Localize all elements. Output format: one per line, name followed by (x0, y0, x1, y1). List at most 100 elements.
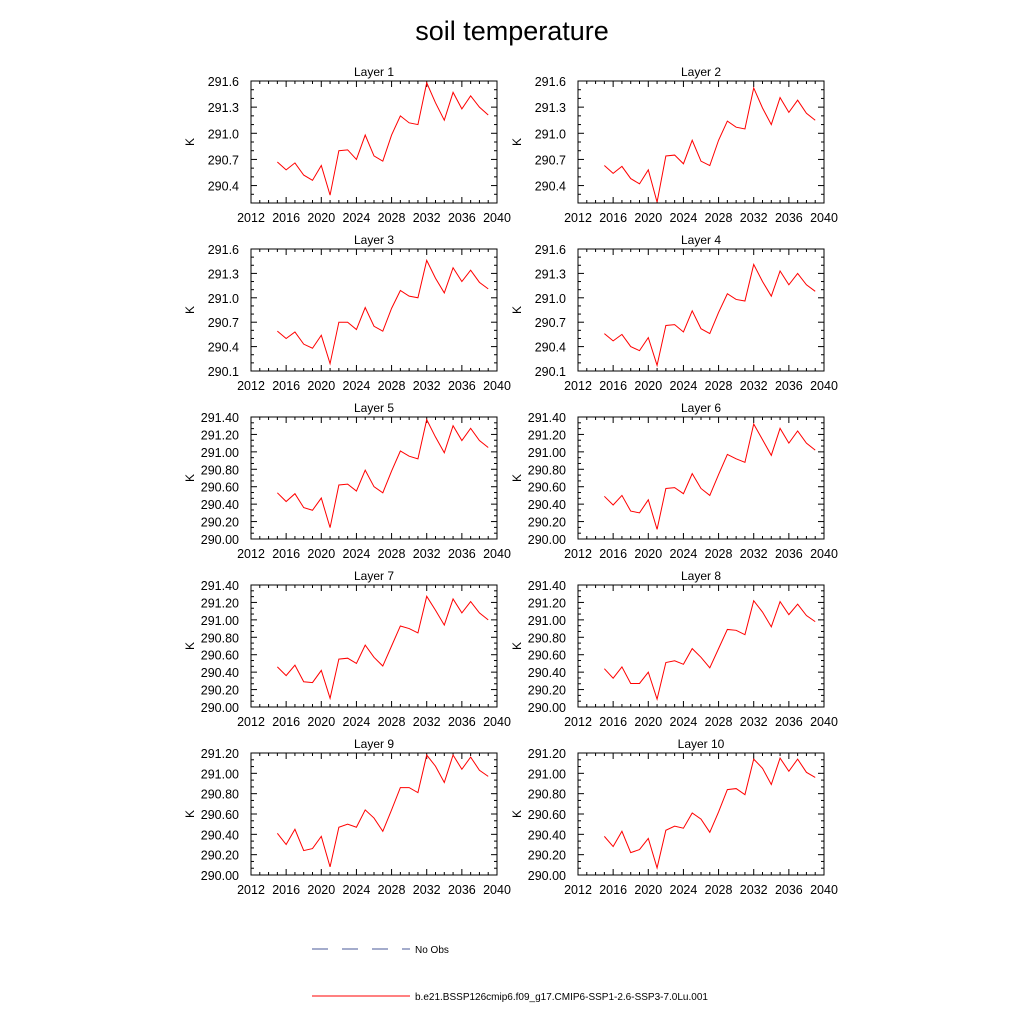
x-tick-label: 2032 (740, 883, 768, 897)
y-tick-label: 290.00 (201, 701, 239, 715)
x-tick-label: 2016 (272, 379, 300, 393)
series-line-layer-4 (604, 263, 816, 368)
y-tick-label: 290.40 (528, 666, 566, 680)
x-tick-label: 2040 (810, 883, 838, 897)
x-tick-label: 2036 (448, 379, 476, 393)
legend-no-obs-label: No Obs (415, 945, 449, 956)
x-tick-label: 2036 (775, 211, 803, 225)
x-tick-label: 2020 (307, 547, 335, 561)
x-tick-label: 2016 (272, 547, 300, 561)
x-tick-label: 2016 (599, 379, 627, 393)
plot-frame-layer-7 (250, 584, 498, 708)
y-tick-label: 291.6 (535, 243, 566, 257)
plot-frame-layer-10 (577, 752, 825, 876)
y-axis-label-layer-3: K (183, 306, 197, 314)
x-tick-label: 2016 (599, 715, 627, 729)
panel-title-layer-2: Layer 2 (681, 65, 721, 79)
x-tick-label: 2040 (483, 379, 511, 393)
x-tick-label: 2036 (448, 715, 476, 729)
panel-layer-10: Layer 10 K 2012 2016 2020 2024 2028 2032 2036 204… (510, 737, 838, 897)
x-tick-label: 2024 (670, 211, 698, 225)
x-tick-label: 2012 (237, 379, 265, 393)
y-tick-label: 290.00 (201, 869, 239, 883)
panel-layer-4: Layer 4 K 2012 2016 2020 2024 2028 2032 2036 2040… (510, 233, 838, 393)
y-tick-label: 290.4 (208, 341, 239, 355)
x-tick-label: 2032 (413, 883, 441, 897)
x-tick-label: 2028 (705, 715, 733, 729)
panel-layer-9: Layer 9 K 2012 2016 2020 2024 2028 2032 2036 2040… (183, 737, 511, 897)
x-tick-label: 2020 (307, 379, 335, 393)
y-tick-label: 291.3 (535, 267, 566, 281)
x-tick-label: 2040 (810, 715, 838, 729)
x-tick-label: 2036 (775, 883, 803, 897)
panel-title-layer-9: Layer 9 (354, 737, 394, 751)
x-tick-label: 2032 (413, 547, 441, 561)
y-tick-label: 290.4 (535, 341, 566, 355)
x-tick-label: 2020 (634, 883, 662, 897)
y-tick-label: 291.0 (208, 127, 239, 141)
series-line-layer-2 (604, 86, 816, 203)
x-tick-label: 2040 (483, 883, 511, 897)
plot-frame-layer-8 (577, 584, 825, 708)
x-tick-label: 2040 (483, 211, 511, 225)
y-tick-label: 290.40 (201, 498, 239, 512)
y-tick-label: 290.60 (201, 808, 239, 822)
y-tick-label: 290.80 (201, 631, 239, 645)
y-tick-label: 291.20 (528, 596, 566, 610)
y-axis-label-layer-1: K (183, 138, 197, 146)
x-tick-label: 2036 (775, 715, 803, 729)
y-tick-label: 290.40 (528, 498, 566, 512)
panel-title-layer-8: Layer 8 (681, 569, 721, 583)
y-tick-label: 290.80 (528, 631, 566, 645)
plot-frame-layer-3 (250, 248, 498, 372)
y-tick-label: 291.0 (208, 292, 239, 306)
y-tick-label: 291.00 (201, 614, 239, 628)
y-tick-label: 290.60 (201, 649, 239, 663)
x-tick-label: 2020 (634, 211, 662, 225)
y-axis-label-layer-2: K (510, 138, 524, 146)
y-tick-label: 291.3 (208, 267, 239, 281)
y-tick-label: 291.20 (201, 747, 239, 761)
y-tick-label: 290.80 (201, 788, 239, 802)
panel-layer-5: Layer 5 K 2012 2016 2020 2024 2028 2032 2036 2040… (183, 401, 511, 561)
y-tick-label: 291.00 (528, 614, 566, 628)
legend-model-label: b.e21.BSSP126cmip6.f09_g17.CMIP6-SSP1-2.… (415, 992, 708, 1003)
x-tick-label: 2040 (483, 715, 511, 729)
x-tick-label: 2020 (307, 715, 335, 729)
panel-layer-8: Layer 8 K 2012 2016 2020 2024 2028 2032 2036 2040… (510, 569, 838, 729)
x-tick-label: 2032 (740, 211, 768, 225)
y-tick-label: 291.3 (535, 101, 566, 115)
y-tick-label: 291.00 (201, 767, 239, 781)
x-tick-label: 2036 (448, 883, 476, 897)
y-tick-label: 291.0 (535, 127, 566, 141)
plot-frame-layer-4 (577, 248, 825, 372)
x-tick-label: 2020 (307, 883, 335, 897)
x-tick-label: 2028 (378, 715, 406, 729)
x-tick-label: 2012 (237, 211, 265, 225)
y-tick-label: 291.40 (528, 411, 566, 425)
x-tick-label: 2016 (599, 211, 627, 225)
x-tick-label: 2012 (237, 883, 265, 897)
y-tick-label: 291.6 (208, 75, 239, 89)
y-tick-label: 291.40 (201, 579, 239, 593)
y-axis-label-layer-6: K (510, 474, 524, 482)
y-tick-label: 290.20 (528, 684, 566, 698)
plot-frame-layer-9 (250, 752, 498, 876)
y-tick-label: 291.00 (528, 767, 566, 781)
x-tick-label: 2024 (670, 715, 698, 729)
panel-title-layer-6: Layer 6 (681, 401, 721, 415)
series-line-layer-6 (604, 422, 816, 530)
y-tick-label: 290.7 (535, 316, 566, 330)
x-tick-label: 2028 (705, 379, 733, 393)
y-tick-label: 291.40 (528, 579, 566, 593)
x-tick-label: 2024 (343, 715, 371, 729)
y-tick-label: 290.7 (208, 153, 239, 167)
y-tick-label: 291.6 (208, 243, 239, 257)
panel-title-layer-1: Layer 1 (354, 65, 394, 79)
x-tick-label: 2028 (378, 883, 406, 897)
y-tick-label: 290.00 (528, 533, 566, 547)
x-tick-label: 2032 (413, 211, 441, 225)
x-tick-label: 2040 (810, 211, 838, 225)
y-axis-label-layer-10: K (510, 810, 524, 818)
